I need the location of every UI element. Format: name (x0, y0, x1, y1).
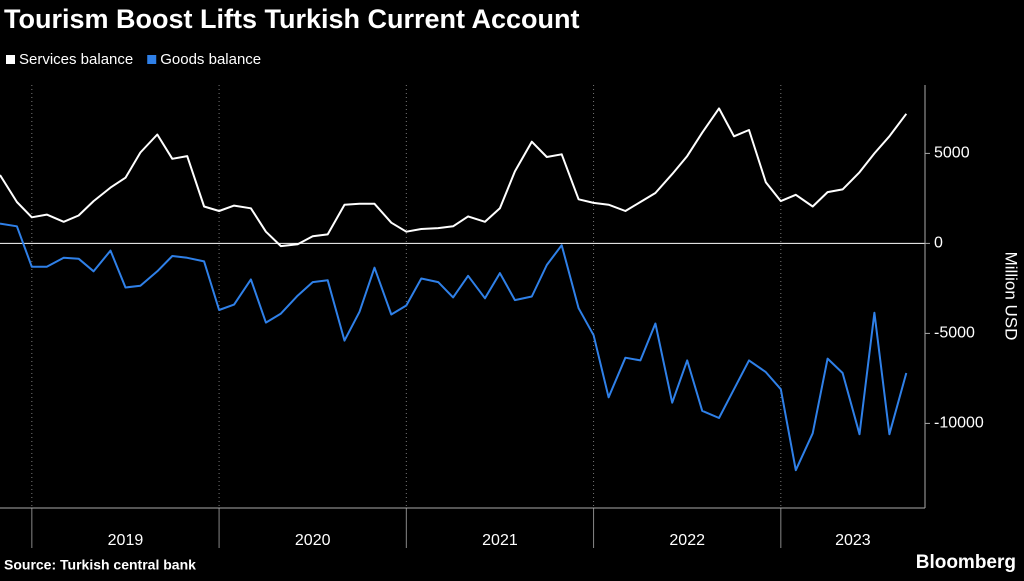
legend-label: Services balance (19, 51, 133, 68)
x-tick-label: 2023 (835, 532, 871, 549)
source: Source: Turkish central bank (4, 557, 196, 573)
legend-label: Goods balance (160, 51, 261, 68)
y-tick-label: 0 (934, 235, 943, 252)
series-line (0, 107, 908, 248)
x-tick-label: 2022 (669, 532, 705, 549)
legend-swatch (147, 55, 157, 64)
y-tick-label: 5000 (934, 145, 970, 162)
y-tick-label: -5000 (934, 325, 975, 342)
x-tick-label: 2019 (108, 532, 144, 549)
y-tick-label: -10000 (934, 415, 984, 432)
y-axis-label: Million USD (1002, 252, 1021, 341)
brand: Bloomberg (916, 552, 1016, 573)
legend-swatch (6, 55, 15, 64)
series-line (0, 222, 908, 472)
chart-title: Tourism Boost Lifts Turkish Current Acco… (4, 4, 580, 34)
x-tick-label: 2021 (482, 532, 518, 549)
x-tick-label: 2020 (295, 532, 331, 549)
